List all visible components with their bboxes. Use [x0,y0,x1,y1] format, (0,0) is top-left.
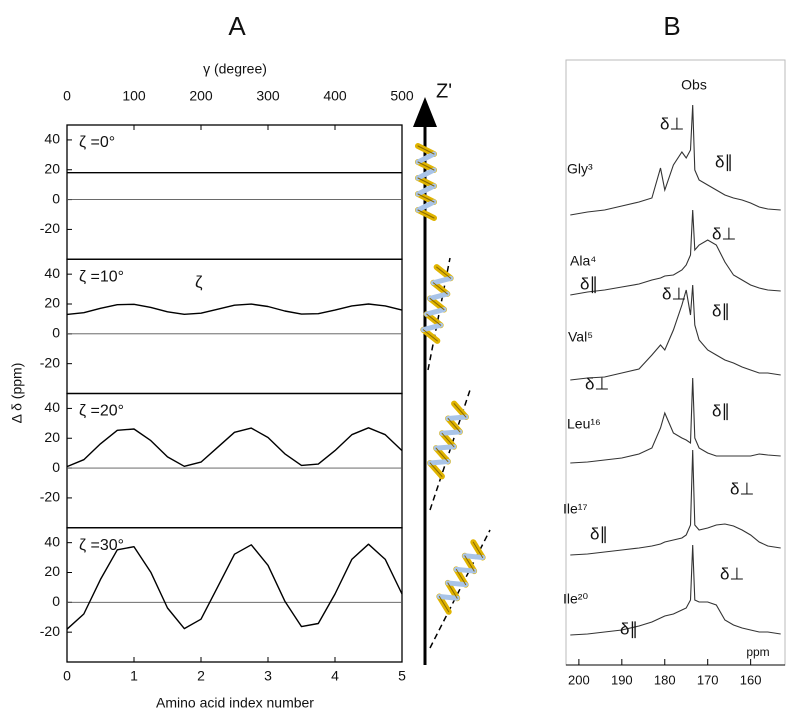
panel-annotation: ζ =20° [79,403,124,420]
spectrum [570,377,781,464]
perp-label: δ⊥ [720,564,744,583]
y-tick-label: 0 [52,325,60,341]
series-label: Leu¹⁶ [567,416,601,432]
perp-label: δ⊥ [660,114,684,133]
curve [66,303,403,316]
helix-icon [435,542,487,612]
spectrum [570,449,781,556]
z-axis-label: Z' [436,80,452,102]
series-label: Ile²⁰ [563,591,588,607]
x-tick-label: 5 [398,668,406,684]
spectrum [570,104,781,216]
x-tick-label: 180 [654,672,676,687]
helix-icon [418,146,434,218]
y-tick-label: 20 [44,160,60,176]
spectra-title: Obs [681,77,707,93]
series-label: Ala⁴ [570,253,596,269]
perp-label: δ⊥ [585,374,609,393]
y-tick-label: 40 [44,533,60,549]
y-tick-label: 0 [52,593,60,609]
y-tick-label: 20 [44,563,60,579]
panel-annotation: ζ =0° [79,134,115,151]
curve [66,427,403,468]
perp-label: δ⊥ [712,224,736,243]
series-label: Ile¹⁷ [563,501,588,517]
plot-frame [66,527,403,663]
y-tick-label: 40 [44,399,60,415]
par-label: δ∥ [715,152,733,171]
plot-frame [66,124,403,260]
helix-icon [427,404,469,477]
perp-label: δ⊥ [730,479,754,498]
x-axis-label: ppm [746,645,769,659]
x-tick-label: 200 [568,672,590,687]
x-tick-label: 4 [331,668,339,684]
par-label: δ∥ [590,524,608,543]
spectrum [570,209,781,296]
top-tick-label: 100 [122,88,146,104]
top-tick-label: 500 [390,88,414,104]
top-axis-label: γ (degree) [203,61,267,77]
y-tick-label: 20 [44,429,60,445]
x-tick-label: 190 [611,672,633,687]
panel-annotation: ζ =10° [79,268,124,285]
spectrum [570,284,781,381]
y-tick-label: -20 [40,623,60,639]
series-label: Val⁵ [568,329,593,345]
top-tick-label: 0 [63,88,71,104]
y-tick-label: 20 [44,295,60,311]
par-label: δ∥ [620,619,638,638]
x-tick-label: 160 [740,672,762,687]
x-tick-label: 2 [197,668,205,684]
x-tick-label: 3 [264,668,272,684]
y-tick-label: 0 [52,190,60,206]
panel-annotation: ζ =30° [79,537,124,554]
par-label: δ∥ [580,274,598,293]
y-tick-label: 40 [44,131,60,147]
panel-label: A [228,11,246,41]
top-tick-label: 400 [323,88,347,104]
x-tick-label: 170 [697,672,719,687]
x-tick-label: 0 [63,668,71,684]
x-tick-label: 1 [130,668,138,684]
y-tick-label: -20 [40,354,60,370]
spectra-frame [565,59,786,666]
perp-label: δ⊥ [662,284,686,303]
top-tick-label: 200 [189,88,213,104]
par-label: δ∥ [712,301,730,320]
y-tick-label: -20 [40,489,60,505]
x-axis-label: Amino acid index number [156,695,314,711]
series-label: Gly³ [567,161,593,177]
y-axis-label: Δ δ (ppm) [9,363,25,424]
curve [66,543,403,630]
y-tick-label: -20 [40,220,60,236]
panel-label: B [663,11,680,41]
y-tick-label: 40 [44,265,60,281]
y-tick-label: 0 [52,459,60,475]
par-label: δ∥ [712,401,730,420]
spectrum [570,544,781,636]
panel-note: ζ [195,273,203,292]
top-tick-label: 300 [256,88,280,104]
